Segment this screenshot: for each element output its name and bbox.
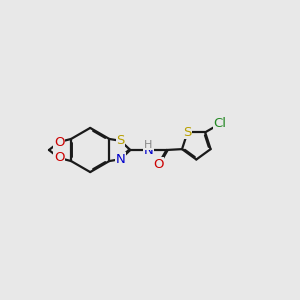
Text: O: O [54,152,64,164]
Text: S: S [183,126,192,139]
Text: O: O [54,136,64,148]
Text: N: N [143,143,153,157]
Text: N: N [116,153,125,166]
Text: S: S [116,134,124,147]
Text: H: H [144,140,153,150]
Text: O: O [153,158,164,171]
Text: Cl: Cl [214,117,226,130]
